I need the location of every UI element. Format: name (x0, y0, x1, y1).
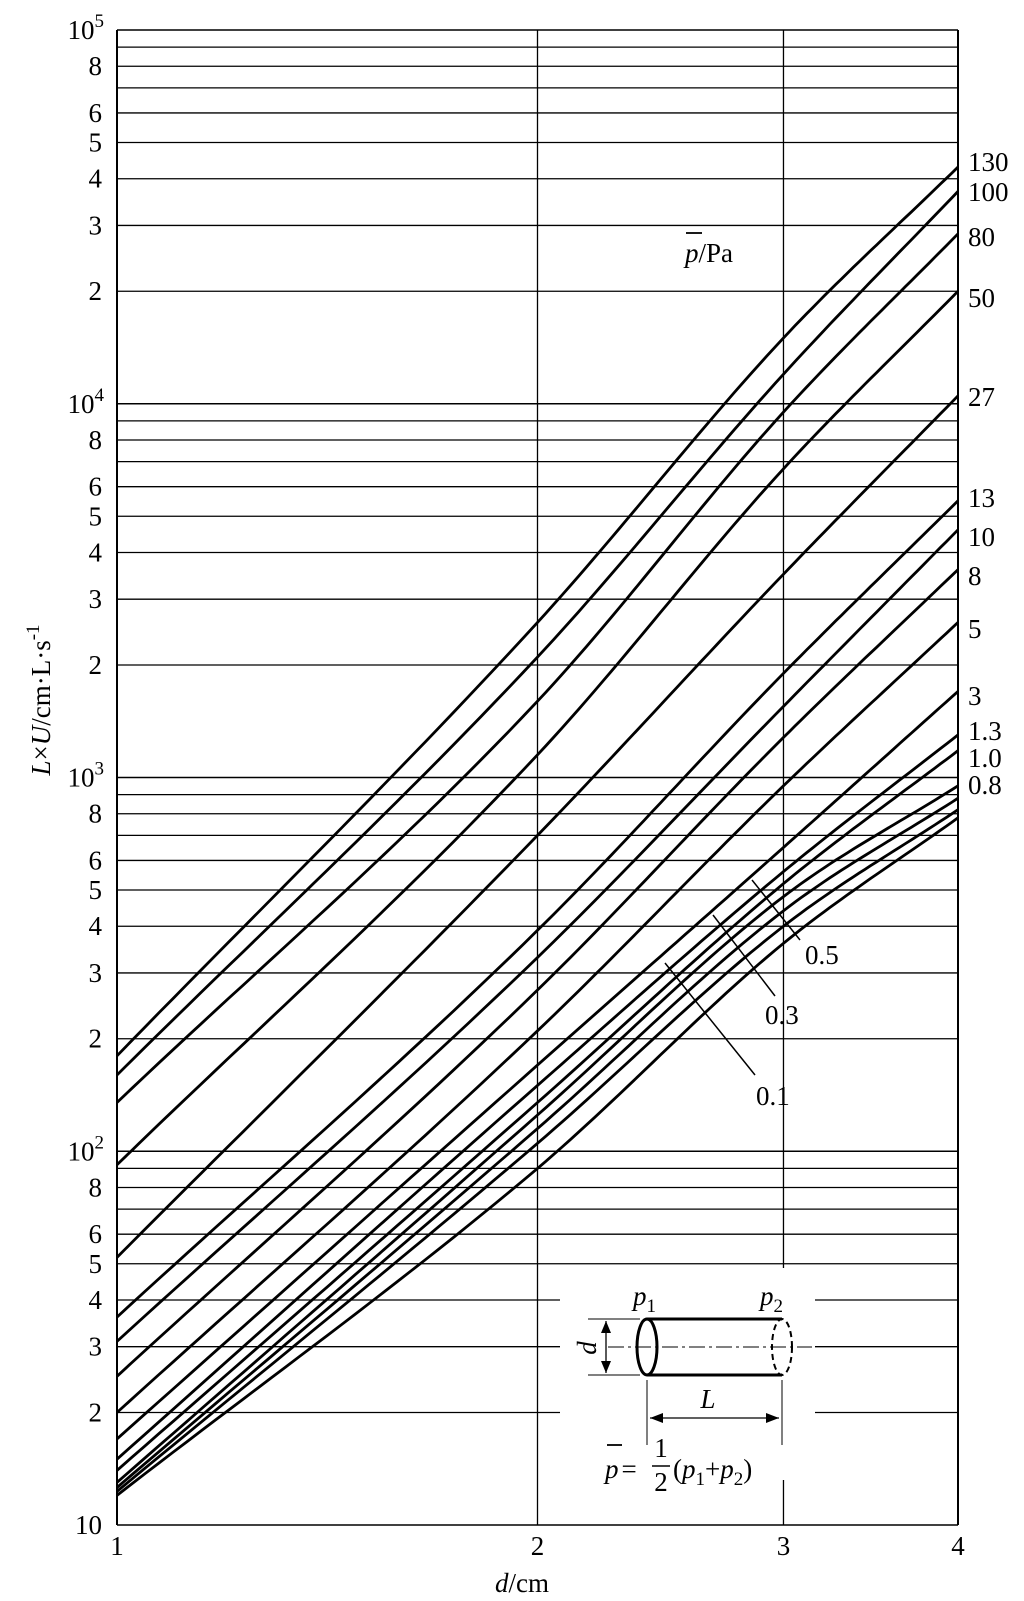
y-tick-label: 104 (68, 385, 105, 419)
y-tick-label: 6 (89, 472, 103, 502)
series-13-label: 13 (968, 483, 995, 513)
x-tick-label: 4 (951, 1531, 965, 1561)
y-tick-label: 4 (89, 537, 103, 567)
series-0.5-line (116, 797, 959, 1489)
p2-label: p2 (758, 1281, 783, 1317)
series-5-label: 5 (968, 614, 982, 644)
series-1.3-label: 1.3 (968, 716, 1002, 746)
x-tick-label: 3 (777, 1531, 791, 1561)
series-0.1-line (116, 816, 959, 1497)
y-tick-label: 2 (89, 276, 103, 306)
x-tick-label: 2 (531, 1531, 545, 1561)
series-1.0-label: 1.0 (968, 743, 1002, 773)
series-0.3-label: 0.3 (765, 1000, 799, 1030)
svg-text:(p1+p2): (p1+p2) (673, 1454, 752, 1490)
series-0.8-label: 0.8 (968, 770, 1002, 800)
series-0.8-line (116, 784, 959, 1484)
y-tick-label: 5 (89, 1249, 103, 1279)
y-tick-label: 2 (89, 650, 103, 680)
series-80-label: 80 (968, 222, 995, 252)
y-tick-label: 5 (89, 501, 103, 531)
d-label: d (572, 1341, 602, 1355)
pipe-diagram-inset: p1 p2 d L p = 1 2 (p1+p2) (560, 1268, 815, 1497)
series-1.3-line (116, 733, 959, 1461)
series-3-line (116, 690, 959, 1440)
series-3-label: 3 (968, 681, 982, 711)
y-tick-label: 103 (68, 759, 105, 793)
L-arrow-right (766, 1413, 779, 1423)
y-tick-label: 5 (89, 875, 103, 905)
pipe-shape (588, 1317, 812, 1445)
series-50-line (116, 290, 959, 1166)
y-tick-label: 4 (89, 911, 103, 941)
y-tick-label: 6 (89, 1219, 103, 1249)
L-arrow-left (650, 1413, 663, 1423)
x-axis-label: d/cm (495, 1568, 549, 1598)
series-0.5-leader (751, 879, 801, 941)
svg-text:p/Pa: p/Pa (683, 238, 733, 268)
series-50-label: 50 (968, 283, 995, 313)
series-8-label: 8 (968, 561, 982, 591)
series-27-line (116, 394, 960, 1259)
series-13-line (116, 499, 959, 1319)
series-100-line (116, 190, 960, 1076)
L-label: L (699, 1384, 715, 1414)
d-arrow-up (601, 1321, 611, 1333)
leader-lines (664, 879, 801, 1076)
y-axis-label: L×U/cm·L·s-1 (23, 624, 56, 776)
y-tick-label: 4 (89, 1285, 103, 1315)
series-130-line (115, 166, 959, 1057)
y-tick-label: 6 (89, 98, 103, 128)
svg-text:2: 2 (654, 1467, 668, 1497)
mean-pressure-formula: p = 1 2 (p1+p2) (603, 1433, 752, 1497)
series-8-line (116, 568, 959, 1378)
series-10-line (116, 528, 959, 1343)
series-0.1-leader (664, 962, 756, 1076)
series-1.0-line (116, 749, 959, 1472)
y-tick-label: 5 (89, 128, 103, 158)
d-arrow-down (601, 1361, 611, 1373)
y-tick-label: 3 (89, 1332, 103, 1362)
series-5-line (116, 621, 959, 1414)
y-tick-label: 3 (89, 210, 103, 240)
svg-text:1: 1 (654, 1433, 668, 1463)
y-tick-label: 8 (89, 425, 103, 455)
y-tick-label: 2 (89, 1397, 103, 1427)
y-tick-label: 2 (89, 1024, 103, 1054)
y-tick-label: 3 (89, 958, 103, 988)
y-tick-label: 3 (89, 584, 103, 614)
series-0.3-line (116, 808, 959, 1493)
svg-text:p=: p = (603, 1454, 637, 1484)
series-0.3-leader (712, 914, 776, 997)
y-tick-label: 8 (89, 51, 103, 81)
series-10-label: 10 (968, 522, 995, 552)
legend-title: p/Pa (683, 232, 733, 268)
p1-label: p1 (631, 1281, 656, 1317)
y-tick-label: 105 (68, 11, 105, 45)
series-100-label: 100 (968, 177, 1009, 207)
y-tick-label: 8 (89, 799, 103, 829)
x-tick-label: 1 (110, 1531, 124, 1561)
y-tick-label: 10 (75, 1510, 102, 1540)
series-0.5-label: 0.5 (805, 940, 839, 970)
y-tick-label: 8 (89, 1172, 103, 1202)
curves (115, 166, 960, 1497)
series-80-line (116, 232, 959, 1104)
y-tick-label: 6 (89, 845, 103, 875)
series-27-label: 27 (968, 382, 995, 412)
series-0.1-label: 0.1 (756, 1081, 790, 1111)
series-130-label: 130 (968, 147, 1009, 177)
tick-labels: 1 2 3 4101021031041052345682345682345682345… (68, 11, 966, 1561)
y-tick-label: 4 (89, 164, 103, 194)
y-tick-label: 102 (68, 1132, 105, 1166)
